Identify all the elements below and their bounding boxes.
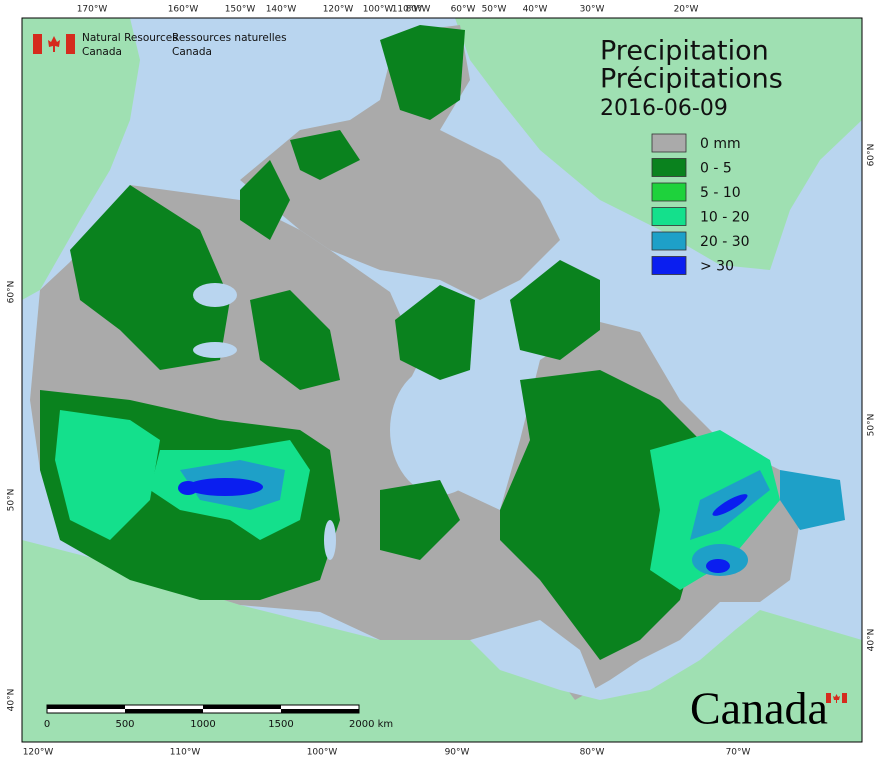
scale-bar: 0 500 1000 1500 2000 km bbox=[44, 704, 393, 730]
department-en: Canada bbox=[82, 46, 122, 58]
precip-zone bbox=[70, 185, 230, 370]
precip-zone bbox=[712, 494, 748, 516]
scale-segment bbox=[203, 705, 281, 709]
alaska bbox=[22, 18, 140, 300]
graticule-label: 110°W bbox=[392, 5, 423, 15]
graticule-label: 80°W bbox=[406, 5, 431, 15]
legend-swatch bbox=[651, 207, 687, 226]
hudson-bay bbox=[390, 365, 490, 495]
scale-label: 0 bbox=[44, 719, 50, 730]
legend-label: 0 - 5 bbox=[700, 161, 732, 177]
legend-label: 0 mm bbox=[700, 136, 741, 152]
map-body bbox=[22, 18, 862, 742]
scale-segment bbox=[125, 709, 203, 713]
legend-swatch bbox=[651, 158, 687, 177]
department-fr: Canada bbox=[172, 46, 212, 58]
precip-zone bbox=[380, 25, 465, 120]
precip-zone bbox=[706, 559, 730, 573]
graticule-label: 110°W bbox=[170, 748, 201, 758]
graticule-label: 120°W bbox=[323, 5, 354, 15]
legend: 0 mm 0 - 5 5 - 10 10 - 20 20 - 30 > 30 bbox=[651, 133, 750, 275]
precip-zone bbox=[395, 285, 475, 380]
scale-label: 2000 km bbox=[349, 719, 393, 730]
graticule-label: 70°W bbox=[726, 748, 751, 758]
precip-zone bbox=[55, 410, 160, 540]
united-states bbox=[22, 540, 862, 742]
graticule-label: 50°N bbox=[867, 414, 877, 437]
graticule-label: 90°W bbox=[445, 748, 470, 758]
graticule-label: 40°W bbox=[523, 5, 548, 15]
maple-leaf bbox=[833, 694, 840, 703]
graticule-label: 60°N bbox=[7, 281, 17, 304]
graticule-label: 50°W bbox=[482, 5, 507, 15]
scale-segment bbox=[281, 709, 359, 713]
legend-swatch bbox=[651, 256, 687, 275]
precip-zone bbox=[178, 481, 198, 495]
graticule-label: 40°N bbox=[867, 629, 877, 652]
graticule-label: 60°N bbox=[867, 144, 877, 167]
date: 2016-06-09 bbox=[600, 96, 728, 121]
legend-label: > 30 bbox=[700, 259, 734, 275]
legend-swatch bbox=[651, 182, 687, 202]
great-lakes bbox=[470, 620, 600, 700]
precip-zone bbox=[780, 470, 845, 530]
scale-label: 1500 bbox=[268, 719, 293, 730]
graticule-label: 160°W bbox=[168, 5, 199, 15]
precip-zone bbox=[500, 370, 720, 660]
graticule-label: 50°N bbox=[7, 489, 17, 512]
flag-band bbox=[842, 693, 847, 703]
scale-label: 1000 bbox=[190, 719, 215, 730]
nrcan-logo bbox=[33, 34, 75, 54]
lake bbox=[324, 520, 336, 560]
graticule-label: 150°W bbox=[225, 5, 256, 15]
precip-zone bbox=[187, 478, 263, 496]
graticule-label: 100°W bbox=[363, 5, 394, 15]
graticule-label: 30°W bbox=[580, 5, 605, 15]
map-frame bbox=[21, 17, 863, 743]
graticule-label: 120°W bbox=[23, 748, 54, 758]
legend-label: 5 - 10 bbox=[700, 185, 741, 201]
canada-wordmark bbox=[826, 693, 847, 703]
precip-zone bbox=[250, 290, 340, 390]
title: Precipitation bbox=[600, 36, 769, 67]
graticule-label: 100°W bbox=[307, 748, 338, 758]
title: Précipitations bbox=[600, 64, 783, 95]
legend-label: 20 - 30 bbox=[700, 234, 750, 250]
graticule-label: 140°W bbox=[266, 5, 297, 15]
legend-swatch bbox=[651, 133, 687, 153]
department-en: Natural Resources bbox=[82, 32, 178, 44]
scale-label: 500 bbox=[115, 719, 134, 730]
flag-band bbox=[66, 34, 75, 54]
lake bbox=[193, 342, 237, 358]
arctic-islands bbox=[240, 25, 560, 300]
precip-zone bbox=[380, 480, 460, 560]
maple-leaf bbox=[48, 36, 60, 52]
precip-zone bbox=[240, 160, 290, 240]
graticule-label: 170°W bbox=[77, 5, 108, 15]
legend-label: 10 - 20 bbox=[700, 210, 750, 226]
graticule-label: 80°W bbox=[580, 748, 605, 758]
department-fr: Ressources naturelles bbox=[172, 32, 287, 44]
precip-zone bbox=[290, 130, 360, 180]
precip-zone bbox=[510, 260, 600, 360]
lake bbox=[193, 283, 237, 307]
graticule-label: 60°W bbox=[451, 5, 476, 15]
graticule-label: 40°N bbox=[7, 689, 17, 712]
flag-band bbox=[826, 693, 831, 703]
wordmark: Canada bbox=[690, 683, 828, 734]
flag-band bbox=[33, 34, 42, 54]
scale-segment bbox=[47, 705, 125, 709]
graticule-label: 20°W bbox=[674, 5, 699, 15]
legend-swatch bbox=[651, 231, 687, 251]
